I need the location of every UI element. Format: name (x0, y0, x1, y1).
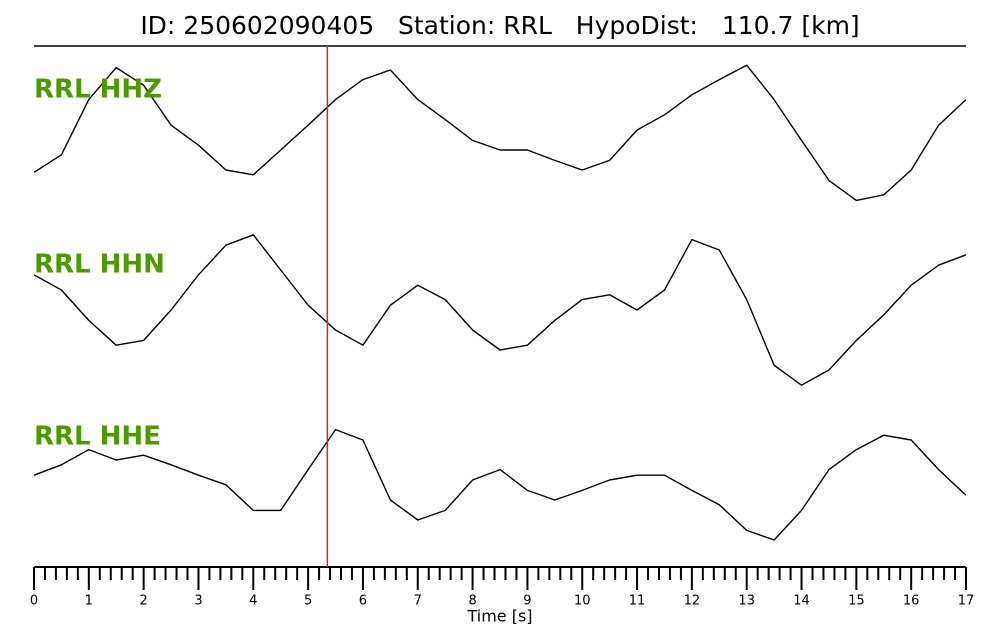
x-tick-label: 5 (304, 594, 312, 609)
x-tick-label: 15 (848, 594, 865, 609)
x-tick-label: 12 (684, 594, 701, 609)
trace (33, 64, 967, 202)
x-tick-label: 10 (574, 594, 591, 609)
x-tick-label: 8 (468, 594, 476, 609)
x-tick-label: 0 (30, 594, 38, 609)
x-tick-label: 6 (359, 594, 367, 609)
trace-label: RRL HHN (34, 250, 165, 280)
x-tick-label: 17 (958, 594, 975, 609)
x-tick-label: 13 (738, 594, 755, 609)
x-tick-label: 9 (523, 594, 531, 609)
x-tick-label: 2 (140, 594, 148, 609)
chart-title: ID: 250602090405 Station: RRL HypoDist: … (140, 11, 859, 40)
x-tick-label: 14 (793, 594, 810, 609)
trace (33, 234, 967, 386)
trace (33, 428, 967, 541)
x-tick-label: 3 (194, 594, 202, 609)
trace-label: RRL HHE (34, 422, 161, 452)
trace-label: RRL HHZ (34, 75, 162, 105)
x-tick-label: 1 (85, 594, 93, 609)
x-axis-label: Time [s] (466, 607, 532, 626)
x-tick-label: 7 (414, 594, 422, 609)
x-tick-label: 4 (249, 594, 257, 609)
x-tick-label: 16 (903, 594, 920, 609)
x-tick-label: 11 (629, 594, 646, 609)
